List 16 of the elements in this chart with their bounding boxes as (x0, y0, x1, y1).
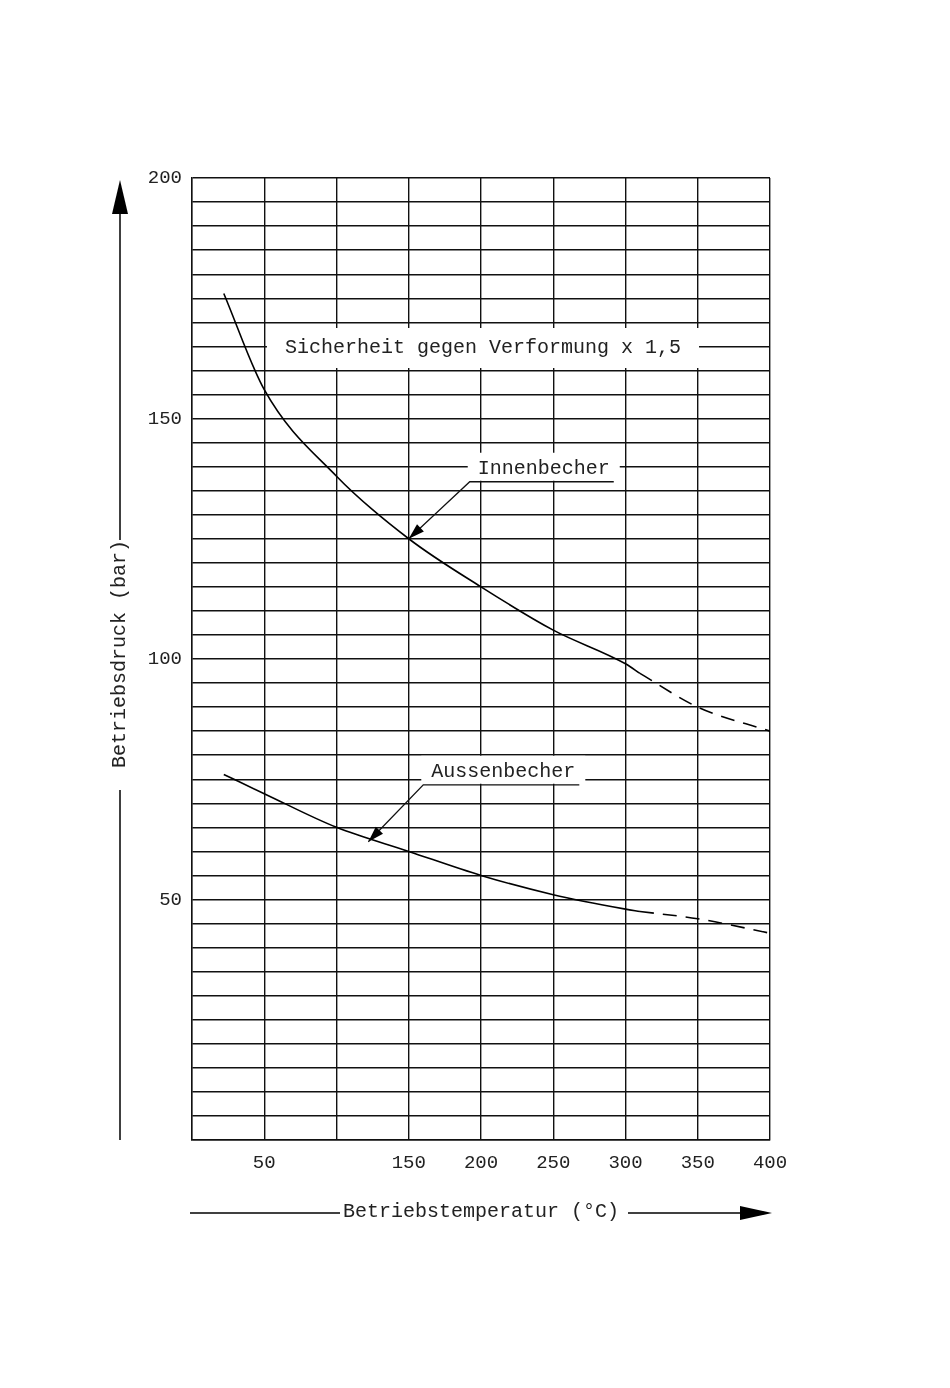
annotation: Innenbecher (477, 457, 610, 481)
annotation: Aussenbecher (431, 760, 576, 784)
y-tick-label: 150 (147, 407, 182, 430)
x-tick-label: 50 (252, 1152, 276, 1175)
y-axis-title: Betriebsdruck (bar) (108, 539, 132, 769)
x-axis-title: Betriebstemperatur (°C) (342, 1200, 620, 1224)
x-tick-label: 350 (680, 1152, 715, 1175)
annotation: Sicherheit gegen Verformung x 1,5 (284, 336, 682, 360)
y-tick-label: 50 (159, 888, 182, 911)
x-tick-label: 300 (608, 1152, 643, 1175)
x-tick-label: 250 (536, 1152, 571, 1175)
x-tick-label: 200 (463, 1152, 499, 1175)
y-tick-label: 200 (147, 167, 182, 190)
y-tick-label: 100 (147, 648, 182, 671)
x-tick-label: 400 (752, 1152, 788, 1175)
x-tick-label: 150 (391, 1152, 426, 1175)
